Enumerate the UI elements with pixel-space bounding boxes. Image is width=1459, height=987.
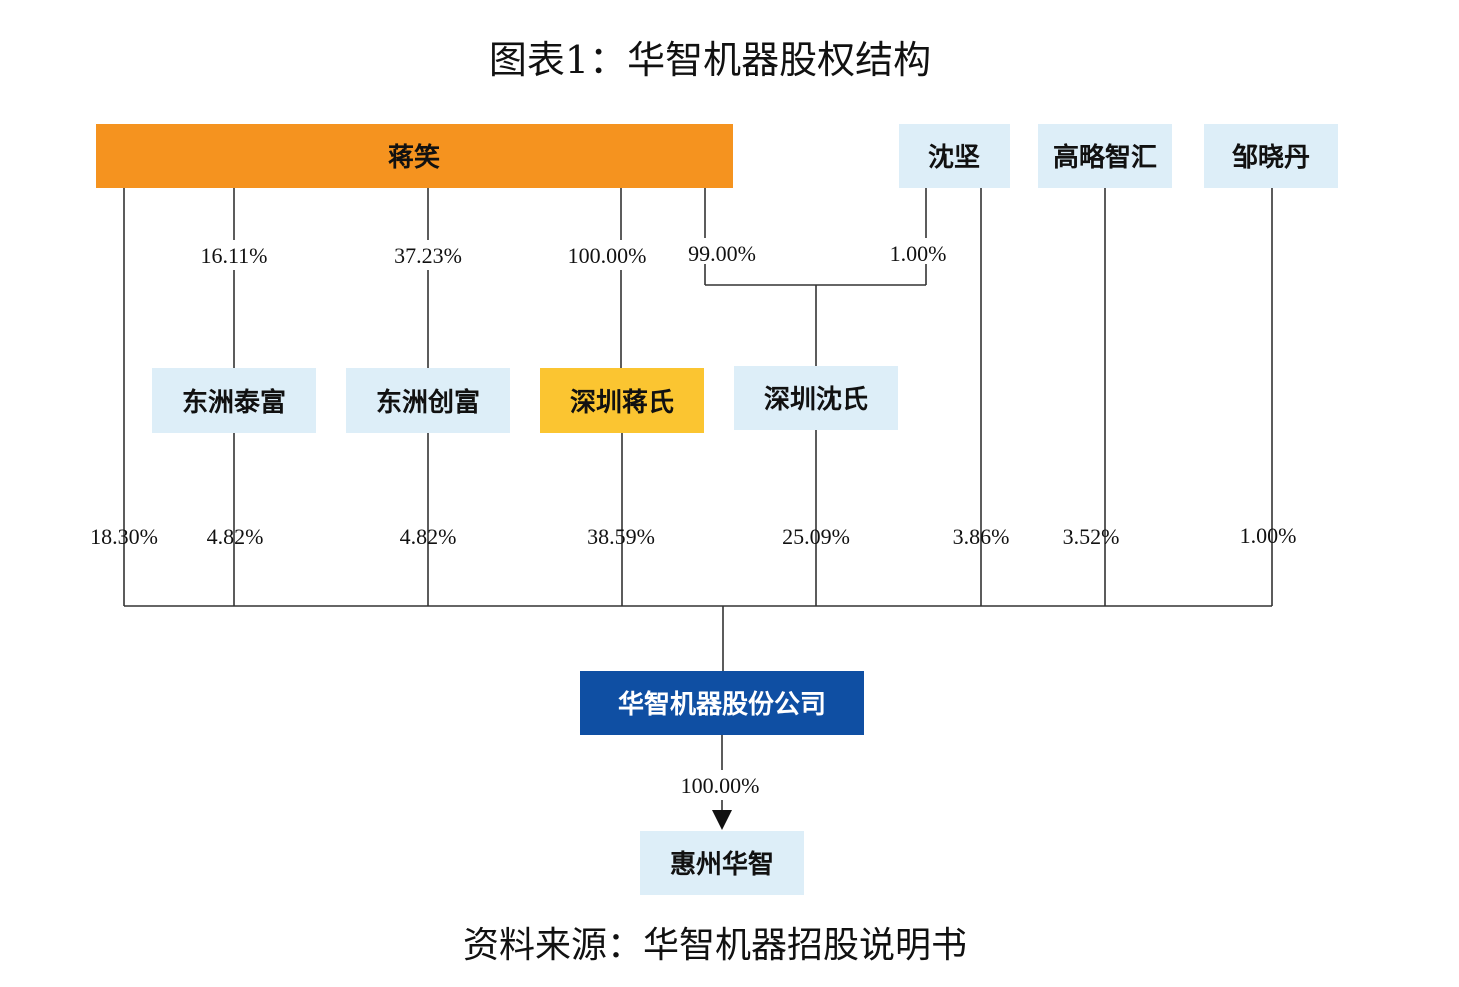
pct-shen-shenshi: 1.00% — [890, 241, 947, 266]
node-label: 华智机器股份公司 — [618, 689, 826, 720]
pct-jiang-shenshi: 99.00% — [688, 241, 756, 266]
node-label: 东洲创富 — [376, 387, 480, 418]
node-jiang-xiao: 蒋笑 — [96, 124, 733, 188]
node-label: 东洲泰富 — [182, 387, 286, 418]
node-label: 惠州华智 — [670, 849, 774, 880]
pct-jiang-direct: 18.30% — [90, 524, 158, 549]
node-label: 沈坚 — [928, 143, 980, 173]
node-label: 蒋笑 — [388, 142, 440, 173]
pct-taifu-company: 4.82% — [207, 524, 264, 549]
node-label: 深圳沈氏 — [764, 385, 868, 415]
pct-company-huizhou: 100.00% — [681, 773, 760, 798]
node-label: 邹晓丹 — [1232, 143, 1310, 173]
pct-jiangshi-company: 38.59% — [587, 524, 655, 549]
upper-percentages: 16.11% 37.23% 100.00% 99.00% 1.00% — [200, 241, 946, 268]
node-label: 深圳蒋氏 — [570, 388, 674, 418]
node-dongzhou-chuangfu: 东洲创富 — [346, 368, 510, 433]
node-huazhi-company: 华智机器股份公司 — [580, 671, 864, 735]
arrow-head — [712, 810, 732, 830]
pct-gaolue-company: 3.52% — [1063, 524, 1120, 549]
lower-percentages: 18.30% 4.82% 4.82% 38.59% 25.09% 3.86% 3… — [90, 523, 1296, 549]
node-shenzhen-jiangshi: 深圳蒋氏 — [540, 368, 704, 433]
node-label: 高略智汇 — [1053, 142, 1157, 173]
pct-jiang-chuangfu: 37.23% — [394, 243, 462, 268]
pct-chuangfu-company: 4.82% — [400, 524, 457, 549]
connector-lines — [123, 188, 1273, 830]
pct-shen-direct: 3.86% — [953, 524, 1010, 549]
node-dongzhou-taifu: 东洲泰富 — [152, 368, 316, 433]
pct-shenshi-company: 25.09% — [782, 524, 850, 549]
pct-jiang-jiangshi: 100.00% — [568, 243, 647, 268]
node-shen-jian: 沈坚 — [899, 124, 1010, 188]
node-shenzhen-shenshi: 深圳沈氏 — [734, 366, 898, 430]
chart-title: 图表1：华智机器股权结构 — [488, 38, 932, 82]
source-note: 资料来源：华智机器招股说明书 — [462, 925, 967, 966]
pct-zou-company: 1.00% — [1240, 523, 1297, 548]
node-gao-lue-zhi-hui: 高略智汇 — [1038, 124, 1172, 188]
pct-jiang-taifu: 16.11% — [200, 243, 267, 268]
node-huizhou-huazhi: 惠州华智 — [640, 831, 804, 895]
node-zou-xiao-dan: 邹晓丹 — [1204, 124, 1338, 188]
